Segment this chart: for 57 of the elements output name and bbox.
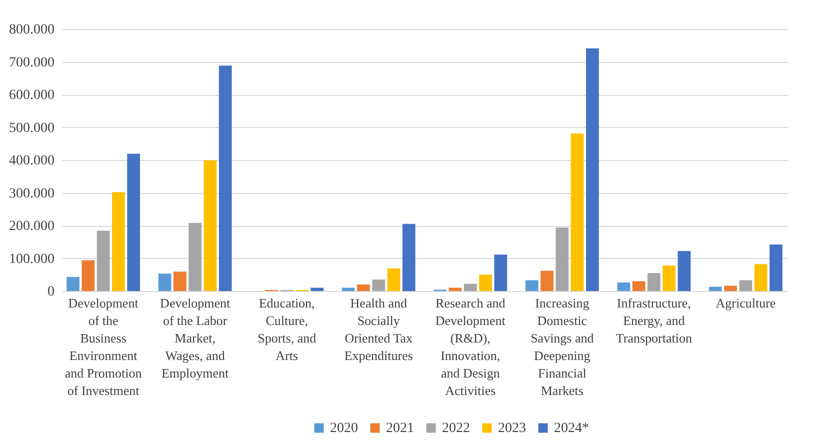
bar bbox=[739, 280, 752, 291]
legend-label: 2024* bbox=[554, 421, 589, 436]
bar bbox=[402, 224, 416, 291]
x-tick-label: Health and Socially Oriented Tax Expenditures bbox=[344, 296, 414, 363]
y-tick-label: 0 bbox=[48, 284, 54, 300]
y-tick-label: 400.000 bbox=[9, 154, 54, 168]
bar bbox=[218, 66, 232, 291]
bar bbox=[387, 268, 400, 291]
y-tick-label: 200.000 bbox=[9, 219, 54, 234]
bar bbox=[310, 288, 324, 291]
x-tick-label: Development of the Labor Market, Wages, and Employment bbox=[160, 296, 230, 380]
y-tick-label: 800.000 bbox=[9, 22, 54, 38]
bar bbox=[525, 280, 538, 291]
bar bbox=[66, 276, 80, 291]
bar bbox=[494, 254, 508, 291]
bar bbox=[586, 48, 599, 291]
bar bbox=[647, 272, 660, 291]
bar bbox=[174, 272, 186, 291]
y-tick-label: 100.000 bbox=[9, 252, 54, 267]
bar bbox=[448, 288, 462, 291]
x-tick-label: Infrastructure, Energy, and Transportation bbox=[616, 296, 692, 346]
x-tick-label: Increasing Domestic Savings and Deepening Financial Markets bbox=[530, 296, 594, 398]
bar bbox=[770, 244, 782, 291]
bar bbox=[357, 284, 370, 291]
bar bbox=[678, 251, 691, 291]
bar bbox=[540, 270, 554, 291]
x-tick-label: Agriculture bbox=[716, 296, 776, 310]
legend-label: 2021 bbox=[386, 421, 414, 436]
y-tick-label: 300.000 bbox=[9, 186, 54, 202]
bar bbox=[158, 274, 172, 291]
y-tick-label: 500.000 bbox=[9, 120, 54, 136]
legend-label: 2023 bbox=[498, 421, 526, 436]
x-tick-label: Development of the Business Environment and Promotion of Investment bbox=[64, 296, 142, 398]
bar bbox=[464, 284, 477, 291]
y-tick-label: 600.000 bbox=[9, 88, 54, 103]
bar bbox=[204, 160, 217, 291]
legend-label: 2022 bbox=[442, 421, 470, 436]
bar bbox=[662, 265, 676, 291]
bar bbox=[570, 133, 584, 291]
y-tick-label: 700.000 bbox=[9, 55, 54, 70]
bar bbox=[82, 260, 95, 291]
bar bbox=[754, 264, 768, 291]
bar bbox=[617, 282, 630, 291]
bar bbox=[479, 274, 492, 291]
x-tick-label: Research and Development (R&D), Innovation, and Design Activities bbox=[435, 296, 506, 398]
x-tick-label: Education, Culture, Sports, and Arts bbox=[258, 296, 317, 363]
bar bbox=[342, 288, 355, 291]
bar bbox=[632, 281, 646, 291]
bar bbox=[724, 286, 737, 291]
bar bbox=[188, 222, 202, 291]
legend-label: 2020 bbox=[330, 421, 358, 436]
bar bbox=[112, 192, 125, 291]
bar bbox=[127, 154, 140, 291]
bar bbox=[372, 280, 386, 291]
bar bbox=[96, 230, 110, 291]
bar bbox=[556, 227, 569, 291]
bar bbox=[708, 286, 722, 291]
